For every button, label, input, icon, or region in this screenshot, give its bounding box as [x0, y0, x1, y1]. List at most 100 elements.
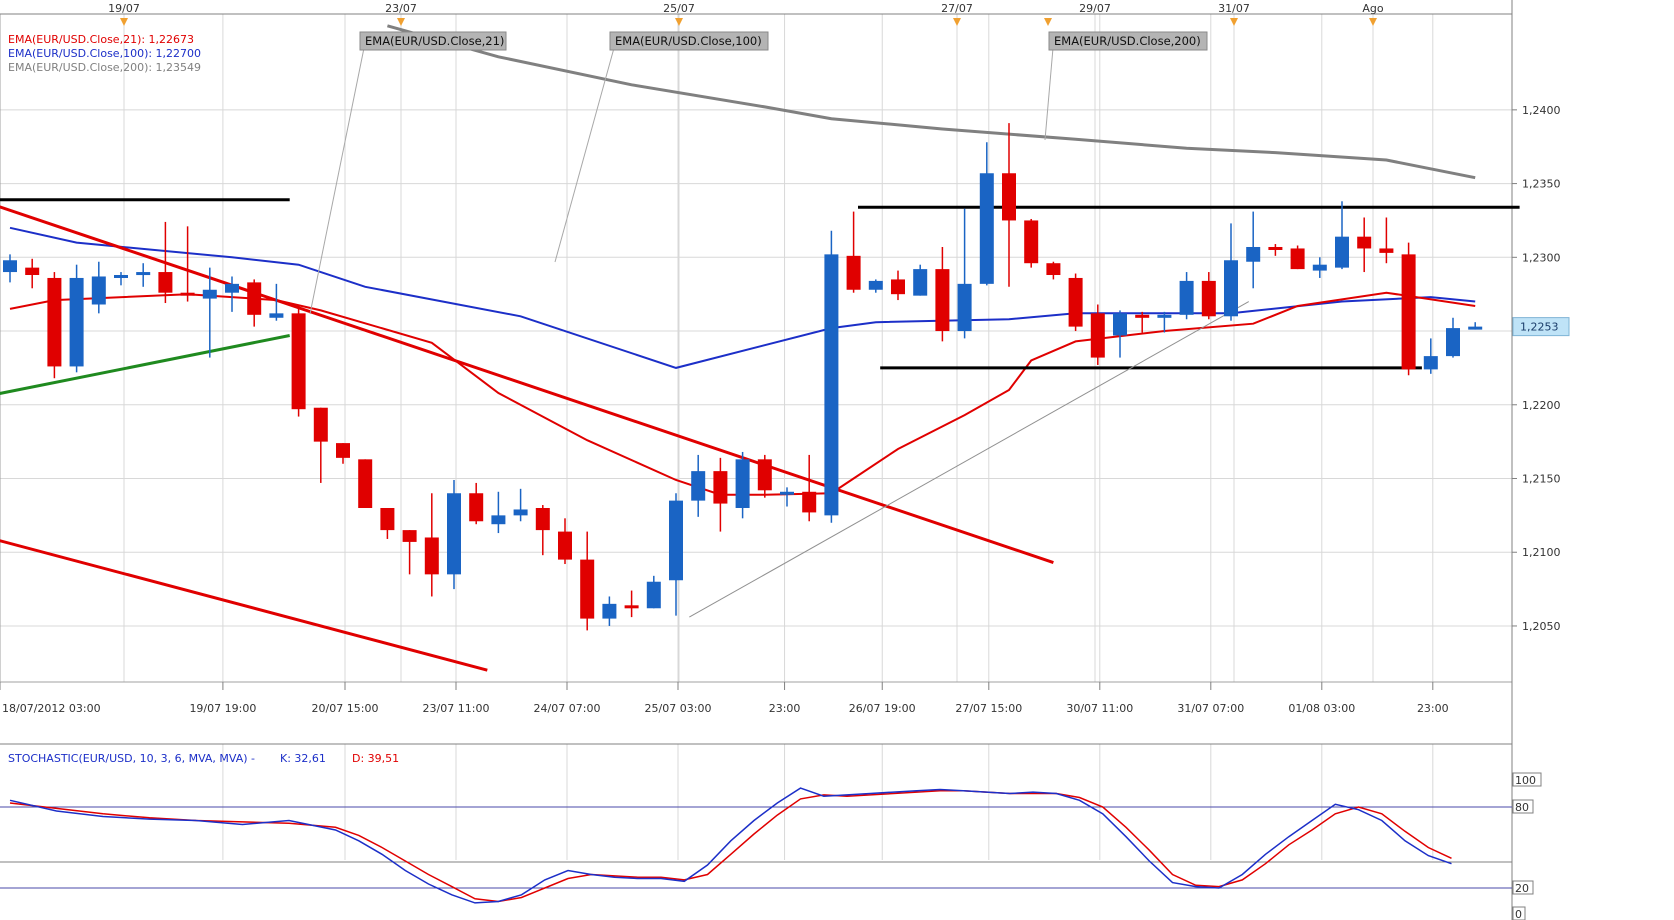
top-date-label: Ago [1362, 2, 1384, 15]
candle-up [691, 471, 706, 501]
candle-up [447, 493, 461, 575]
event-marker-icon [675, 18, 683, 26]
event-marker-icon [120, 18, 128, 26]
legend: EMA(EUR/USD.Close,21): 1,22673EMA(EUR/US… [8, 33, 201, 74]
candle-down [424, 537, 439, 575]
candle-up [136, 272, 151, 276]
x-tick-label: 18/07/2012 03:00 [2, 702, 101, 715]
candle-down [1201, 280, 1216, 317]
callout-leader [554, 47, 615, 263]
callout-leader [1044, 47, 1054, 141]
candle-down [1068, 277, 1083, 327]
candle-down [1401, 254, 1416, 370]
candle-up [1224, 260, 1238, 317]
candle-down [1002, 173, 1016, 221]
candle-down [380, 507, 395, 531]
candle-up [1157, 314, 1172, 318]
candle-down [1046, 263, 1061, 276]
y-tick-label: 1,2050 [1522, 620, 1561, 633]
trendline [0, 539, 488, 672]
ema-callouts: EMA(EUR/USD.Close,21) EMA(EUR/USD.Close,1… [309, 31, 1208, 315]
candle-up [1312, 264, 1327, 271]
callout-label: EMA(EUR/USD.Close,21) [365, 34, 504, 48]
candle-down [25, 267, 40, 276]
trendline [0, 205, 1054, 565]
legend-entry: EMA(EUR/USD.Close,200): 1,23549 [8, 61, 201, 74]
candle-up [1446, 328, 1460, 357]
candle-down [891, 279, 905, 295]
candle-down [1268, 246, 1283, 250]
x-tick-label: 20/07 15:00 [312, 702, 379, 715]
stoch-d-line [9, 790, 1452, 903]
stoch-level-box [1512, 906, 1526, 920]
stoch-level-box [1512, 880, 1534, 895]
stoch-label: STOCHASTIC(EUR/USD, 10, 3, 6, MVA, MVA) … [8, 752, 255, 765]
candle-down [180, 292, 195, 296]
trendline [0, 334, 290, 395]
current-price-tag: 1,2253 [1512, 317, 1570, 337]
candle-down [846, 255, 861, 290]
candle-up [513, 509, 528, 516]
candle-down [1379, 248, 1394, 253]
candle-down [1290, 248, 1305, 270]
callout-label: EMA(EUR/USD.Close,200) [1054, 34, 1201, 48]
stoch-level-box [1512, 772, 1542, 787]
candle-up [1335, 236, 1349, 268]
x-tick-label: 31/07 07:00 [1177, 702, 1244, 715]
chart-frame [0, 0, 1513, 920]
y-axis: 1,24001,23501,23001,22501,22001,21501,21… [1512, 104, 1561, 633]
candle-up [269, 313, 284, 318]
y-tick-label: 1,2150 [1522, 473, 1561, 486]
candle-down [47, 277, 62, 367]
event-marker-icon [397, 18, 405, 26]
candle-down [624, 605, 639, 609]
x-tick-label: 23:00 [1417, 702, 1449, 715]
candle-up [913, 269, 928, 296]
candle-up [202, 289, 217, 299]
candle-down [935, 269, 950, 332]
candle-up [1468, 326, 1483, 330]
candle-up [1246, 246, 1261, 262]
stoch-k-value: K: 32,61 [280, 752, 326, 765]
candle-down [802, 491, 817, 513]
diagonal-guide [689, 301, 1250, 618]
x-tick-label: 23:00 [769, 702, 801, 715]
candle-down [1090, 313, 1105, 358]
legend-entry: EMA(EUR/USD.Close,100): 1,22700 [8, 47, 201, 60]
callout-box [1048, 31, 1208, 51]
candle-up [669, 500, 683, 581]
y-tick-label: 1,2200 [1522, 399, 1561, 412]
candle-down [313, 407, 328, 442]
top-date-label: 31/07 [1218, 2, 1250, 15]
candle-up [602, 603, 617, 619]
stoch-d-value: D: 39,51 [352, 752, 399, 765]
stoch-level-label: 20 [1515, 882, 1529, 895]
top-date-label: 27/07 [941, 2, 973, 15]
candle-up [1179, 280, 1194, 315]
event-marker-icon [1369, 18, 1377, 26]
candle-down [713, 471, 728, 504]
x-tick-label: 24/07 07:00 [534, 702, 601, 715]
callout-box [609, 31, 769, 51]
candle-down [158, 272, 173, 293]
candle-down [402, 530, 417, 542]
event-marker-icon [1230, 18, 1238, 26]
candle-up [225, 283, 239, 293]
callout-label: EMA(EUR/USD.Close,100) [615, 34, 762, 48]
candles [3, 123, 1483, 631]
candle-down [1357, 236, 1372, 249]
price-tag-label: 1,2253 [1520, 321, 1559, 334]
candle-down [757, 459, 772, 491]
stoch-level-label: 80 [1515, 801, 1529, 814]
candle-up [69, 277, 84, 367]
candle-up [979, 173, 994, 284]
candle-down [358, 459, 373, 508]
candle-down [580, 559, 595, 619]
candle-up [491, 515, 506, 525]
event-marker-icon [953, 18, 961, 26]
candle-up [780, 491, 794, 495]
x-tick-label: 25/07 03:00 [645, 702, 712, 715]
legend-entry: EMA(EUR/USD.Close,21): 1,22673 [8, 33, 194, 46]
candle-up [735, 459, 750, 508]
